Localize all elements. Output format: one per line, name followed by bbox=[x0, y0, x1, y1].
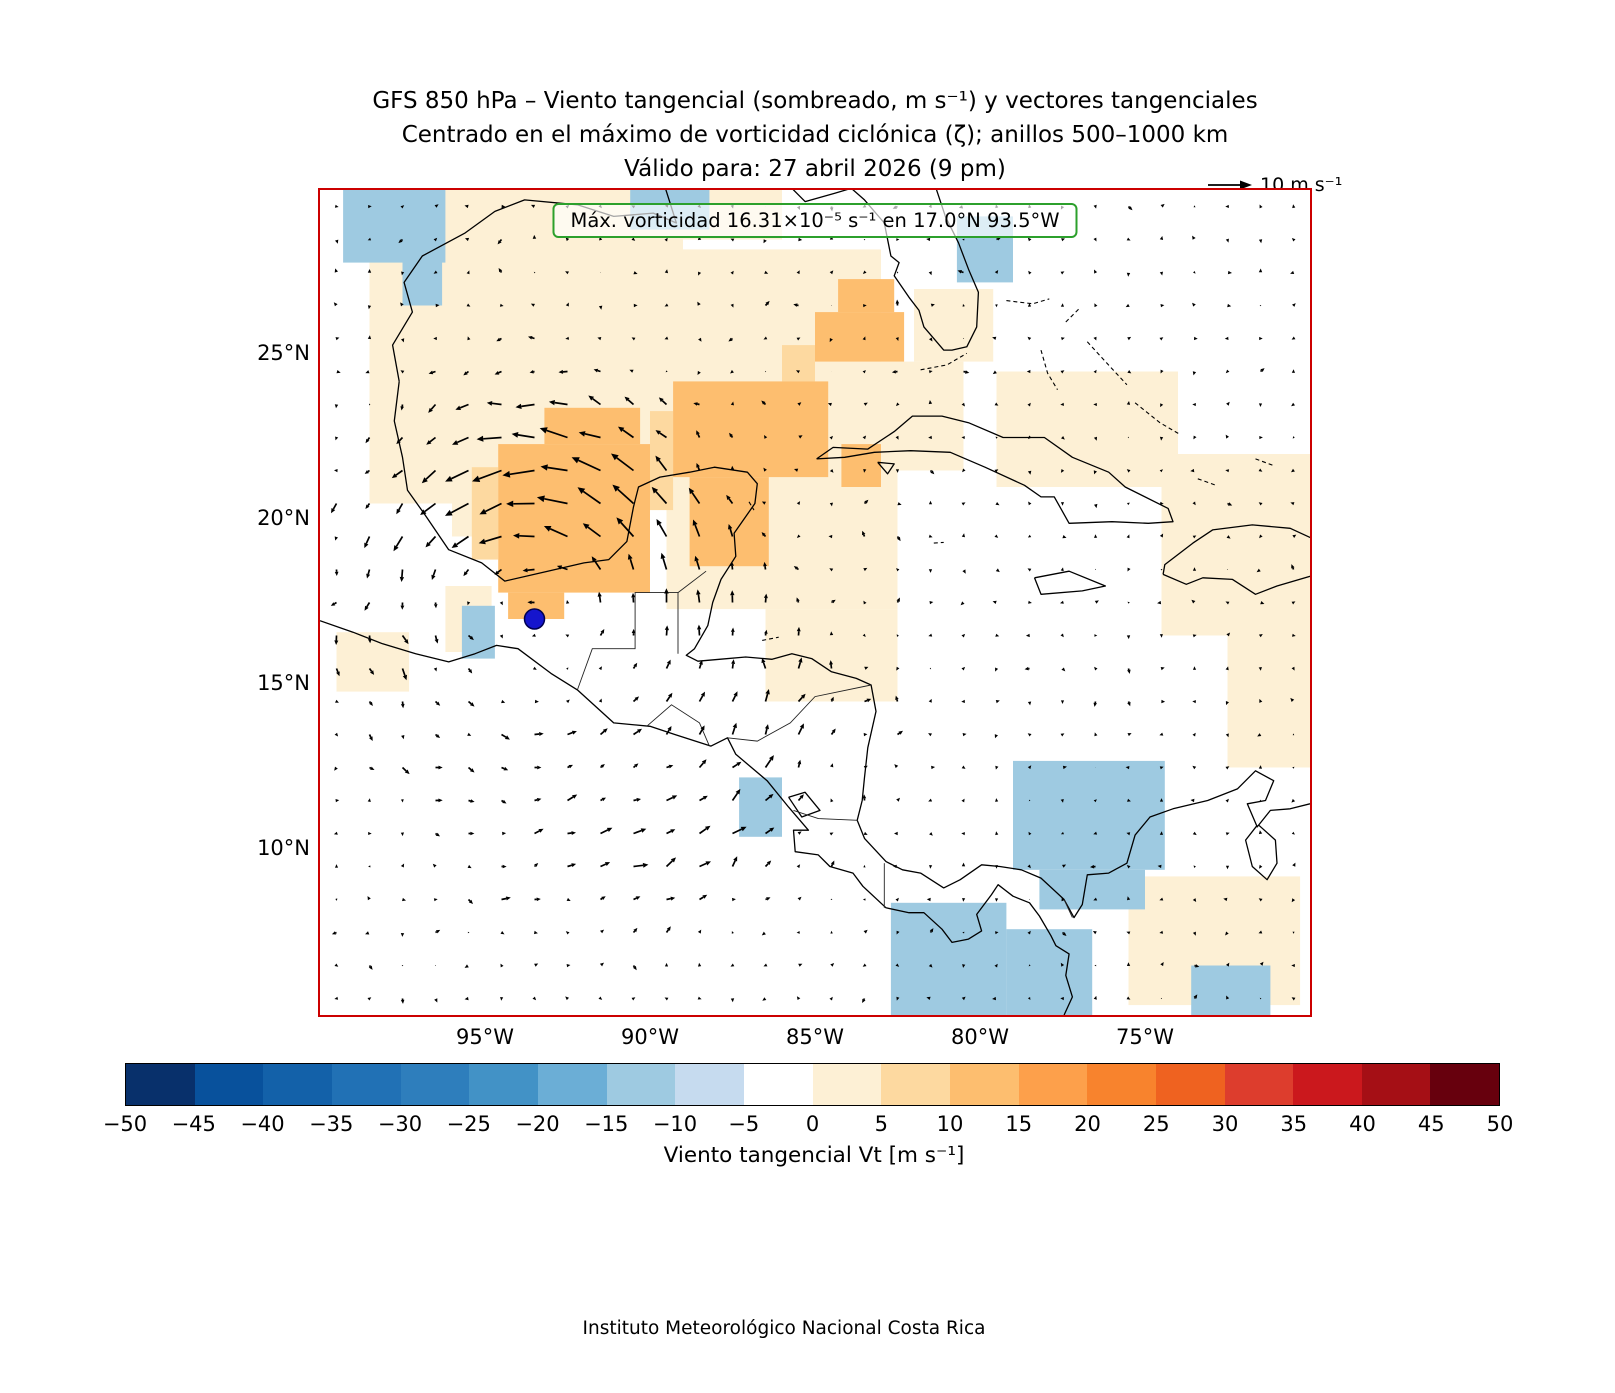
y-tick-label: 10°N bbox=[257, 836, 310, 860]
colorbar-tick-label: −10 bbox=[652, 1112, 698, 1136]
colorbar-segment bbox=[469, 1064, 538, 1105]
colorbar-label: Viento tangencial Vt [m s⁻¹] bbox=[663, 1143, 965, 1168]
y-tick-label: 20°N bbox=[257, 506, 310, 530]
colorbar-tick-label: −30 bbox=[377, 1112, 423, 1136]
colorbar-segment bbox=[1087, 1064, 1156, 1105]
colorbar-tick-label: −50 bbox=[102, 1112, 148, 1136]
colorbar-tick-label: −25 bbox=[446, 1112, 491, 1136]
colorbar-segment bbox=[743, 1064, 813, 1105]
colorbar-tick-label: −40 bbox=[240, 1112, 285, 1136]
map-panel: Máx. vorticidad 16.31×10⁻⁵ s⁻¹ en 17.0°N… bbox=[318, 188, 1312, 1017]
title-block: GFS 850 hPa – Viento tangencial (sombrea… bbox=[372, 84, 1257, 186]
x-tick-label: 95°W bbox=[456, 1025, 514, 1049]
x-tick-label: 85°W bbox=[786, 1025, 844, 1049]
title-line-2: Centrado en el máximo de vorticidad cicl… bbox=[401, 122, 1229, 148]
x-tick-label: 75°W bbox=[1116, 1025, 1174, 1049]
colorbar-tick-label: −35 bbox=[309, 1112, 354, 1136]
max-vorticity-text: Máx. vorticidad 16.31×10⁻⁵ s⁻¹ en 17.0°N… bbox=[570, 209, 1060, 232]
colorbar-tick-label: 45 bbox=[1417, 1112, 1445, 1136]
colorbar-tick-label: −45 bbox=[171, 1112, 216, 1136]
colorbar-tick-label: 30 bbox=[1211, 1112, 1239, 1136]
map-canvas bbox=[320, 190, 1310, 1015]
colorbar-tick-label: 25 bbox=[1142, 1112, 1170, 1136]
colorbar-segment bbox=[537, 1064, 607, 1105]
colorbar-tick-label: 50 bbox=[1486, 1112, 1514, 1136]
colorbar-segment bbox=[1361, 1064, 1431, 1105]
x-tick-label: 80°W bbox=[951, 1025, 1009, 1049]
colorbar-tick-label: −20 bbox=[515, 1112, 560, 1136]
title-line-3: Válido para: 27 abril 2026 (9 pm) bbox=[624, 156, 1006, 182]
colorbar-segment bbox=[400, 1064, 470, 1105]
colorbar-segment bbox=[331, 1064, 401, 1105]
colorbar-segment bbox=[881, 1064, 950, 1105]
colorbar-segment bbox=[1155, 1064, 1225, 1105]
max-vorticity-annotation: Máx. vorticidad 16.31×10⁻⁵ s⁻¹ en 17.0°N… bbox=[552, 203, 1078, 238]
reference-arrow-icon bbox=[1208, 180, 1252, 190]
colorbar-segment bbox=[949, 1064, 1019, 1105]
y-tick-label: 25°N bbox=[257, 341, 310, 365]
colorbar-segment bbox=[675, 1064, 744, 1105]
colorbar-tick-label: 10 bbox=[936, 1112, 964, 1136]
colorbar-tick-label: 40 bbox=[1349, 1112, 1376, 1136]
colorbar-tick-label: 5 bbox=[874, 1112, 888, 1136]
colorbar-segment bbox=[812, 1064, 882, 1105]
colorbar-segment bbox=[1430, 1064, 1500, 1105]
colorbar-tick-label: 15 bbox=[1005, 1112, 1033, 1136]
y-tick-label: 15°N bbox=[257, 671, 310, 695]
colorbar-tick-label: 35 bbox=[1280, 1112, 1308, 1136]
colorbar-segment bbox=[194, 1064, 264, 1105]
colorbar-tick-label: −15 bbox=[584, 1112, 629, 1136]
colorbar-segment bbox=[606, 1064, 676, 1105]
colorbar bbox=[125, 1063, 1500, 1106]
colorbar-tick-label: 20 bbox=[1074, 1112, 1101, 1136]
x-tick-label: 90°W bbox=[621, 1025, 679, 1049]
colorbar-tick-label: −5 bbox=[728, 1112, 760, 1136]
colorbar-segment bbox=[1018, 1064, 1088, 1105]
title-line-1: GFS 850 hPa – Viento tangencial (sombrea… bbox=[372, 88, 1258, 114]
vorticity-max-marker bbox=[523, 608, 546, 630]
colorbar-tick-label: 0 bbox=[805, 1112, 820, 1136]
colorbar-segment bbox=[126, 1064, 195, 1105]
colorbar-segment bbox=[1224, 1064, 1294, 1105]
colorbar-segment bbox=[263, 1064, 332, 1105]
colorbar-segment bbox=[1293, 1064, 1362, 1105]
footer-credit: Instituto Meteorológico Nacional Costa R… bbox=[582, 1318, 986, 1339]
